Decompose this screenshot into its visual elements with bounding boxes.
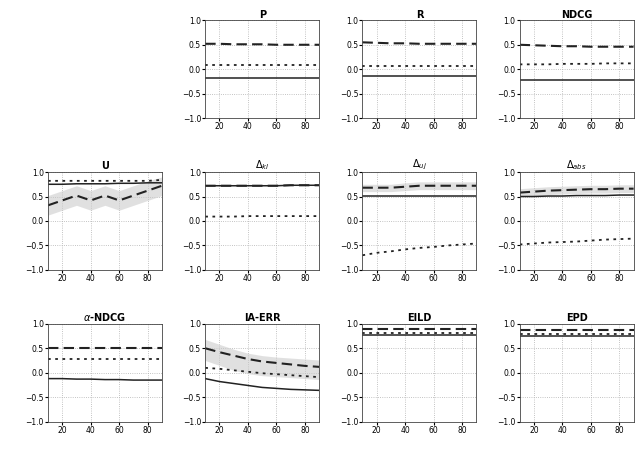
Title: P: P [259, 9, 266, 19]
Title: $\Delta_{abs}$: $\Delta_{abs}$ [566, 158, 587, 172]
Title: $\alpha$-NDCG: $\alpha$-NDCG [83, 311, 127, 323]
Title: NDCG: NDCG [561, 9, 593, 19]
Title: $\Delta_{uj}$: $\Delta_{uj}$ [412, 158, 427, 172]
Title: EPD: EPD [566, 313, 588, 323]
Title: U: U [101, 161, 109, 171]
Title: R: R [415, 9, 423, 19]
Title: $\Delta_{kl}$: $\Delta_{kl}$ [255, 158, 269, 172]
Title: EILD: EILD [407, 313, 431, 323]
Title: IA-ERR: IA-ERR [244, 313, 280, 323]
